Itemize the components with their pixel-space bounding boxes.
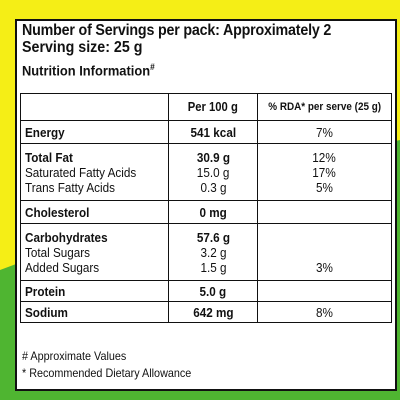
sodium-per100: 642 mg [168,301,258,323]
nutrition-panel: Number of Servings per pack: Approximate… [15,19,397,391]
table-header-row: Per 100 g % RDA* per serve (25 g) [19,93,393,121]
footnote-approx: # Approximate Values [22,349,127,363]
carb-labels: Carbohydrates Total Sugars Added Sugars [19,223,170,281]
header-blank [19,93,170,121]
cholesterol-label: Cholesterol [19,200,170,224]
energy-rda: 7% [256,120,393,144]
nutrition-table: Per 100 g % RDA* per serve (25 g) Energy… [19,93,393,323]
sodium-rda: 8% [256,301,393,323]
protein-per100: 5.0 g [168,280,258,302]
servings-per-pack: Number of Servings per pack: Approximate… [22,22,332,39]
footnote-rda: * Recommended Dietary Allowance [22,366,192,380]
panel-header: Number of Servings per pack: Approximate… [22,22,358,80]
protein-rda [256,280,393,302]
cholesterol-per100: 0 mg [168,200,258,224]
table-row: Total Fat Saturated Fatty Acids Trans Fa… [19,143,393,201]
carb-per100: 57.6 g 3.2 g 1.5 g [168,223,258,281]
header-per-100g: Per 100 g [168,93,258,121]
nutrition-info-title: Nutrition Information# [22,62,155,79]
table-row: Sodium 642 mg 8% [19,301,393,323]
protein-label: Protein [19,280,170,302]
table-row: Energy 541 kcal 7% [19,120,393,144]
fat-per100: 30.9 g 15.0 g 0.3 g [168,143,258,201]
carb-rda: 3% [256,223,393,281]
table-row: Carbohydrates Total Sugars Added Sugars … [19,223,393,281]
fat-rda: 12% 17% 5% [256,143,393,201]
table-row: Protein 5.0 g [19,280,393,302]
energy-label: Energy [19,120,170,144]
serving-size: Serving size: 25 g [22,39,143,56]
sodium-label: Sodium [19,301,170,323]
footnotes: # Approximate Values * Recommended Dieta… [22,348,210,382]
fat-labels: Total Fat Saturated Fatty Acids Trans Fa… [19,143,170,201]
energy-per100: 541 kcal [168,120,258,144]
cholesterol-rda [256,200,393,224]
header-rda: % RDA* per serve (25 g) [256,93,393,121]
table-row: Cholesterol 0 mg [19,200,393,224]
